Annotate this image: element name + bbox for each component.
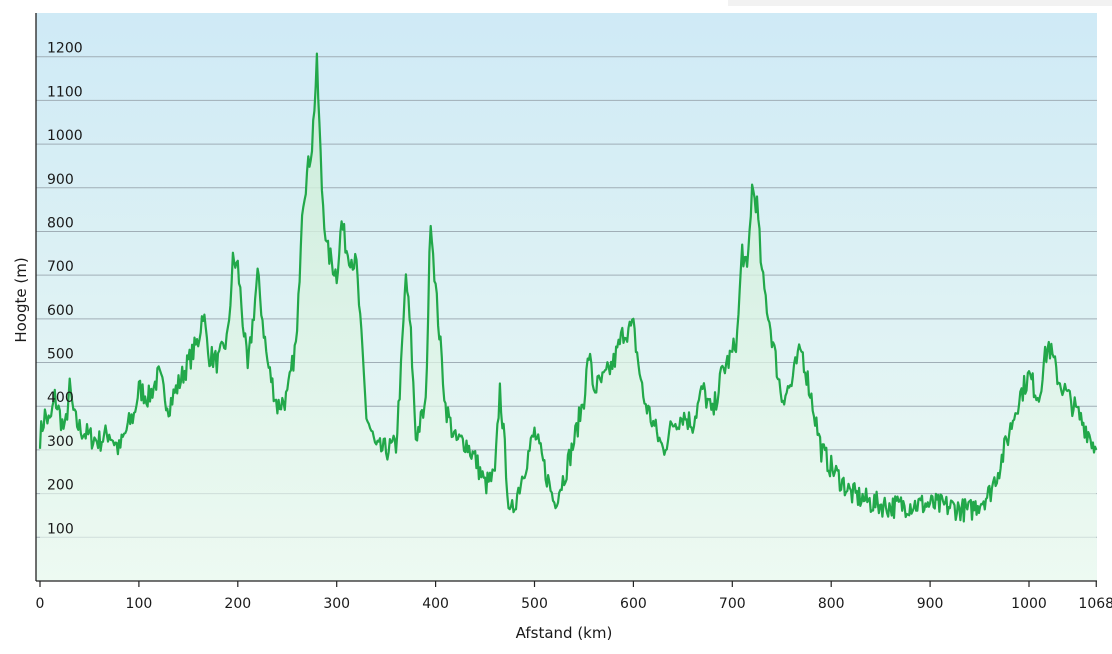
y-tick-label: 100 [47,521,74,537]
x-tick-label: 400 [422,596,449,612]
x-tick-label: 1000 [1011,596,1047,612]
x-axis-title: Afstand (km) [516,624,613,642]
y-axis-title: Hoogte (m) [12,257,30,342]
y-tick-label: 200 [47,478,74,494]
x-tick-label: 0 [36,596,45,612]
y-tick-label: 700 [47,259,74,275]
elevation-area [40,53,1097,582]
y-tick-labels: 100 200 300 400 500 600 700 800 900 1000 1100 1200 [47,41,83,538]
y-tick-label: 1100 [47,84,83,100]
y-tick-label: 800 [47,215,74,231]
elevation-line [38,52,1098,523]
y-tick-label: 1000 [47,128,83,144]
x-tick-label: 800 [818,596,845,612]
x-tick-label: 500 [521,596,548,612]
x-tick-label: 900 [917,596,944,612]
y-tick-label: 1200 [47,41,83,57]
y-tick-label: 300 [47,434,74,450]
y-tick-label: 600 [47,303,74,319]
x-tick-label: 200 [224,596,251,612]
top-bar [728,0,1112,6]
x-tick-label: 1068 [1078,596,1112,612]
x-tick-label: 300 [323,596,350,612]
x-tick-label: 100 [126,596,153,612]
x-tick-label: 600 [620,596,647,612]
y-tick-label: 900 [47,172,74,188]
y-tick-label: 500 [47,347,74,363]
x-ticks: 0 100 200 300 400 500 600 700 800 900 1000 1068 [36,581,1112,612]
y-tick-label: 400 [47,390,74,406]
x-tick-label: 700 [719,596,746,612]
